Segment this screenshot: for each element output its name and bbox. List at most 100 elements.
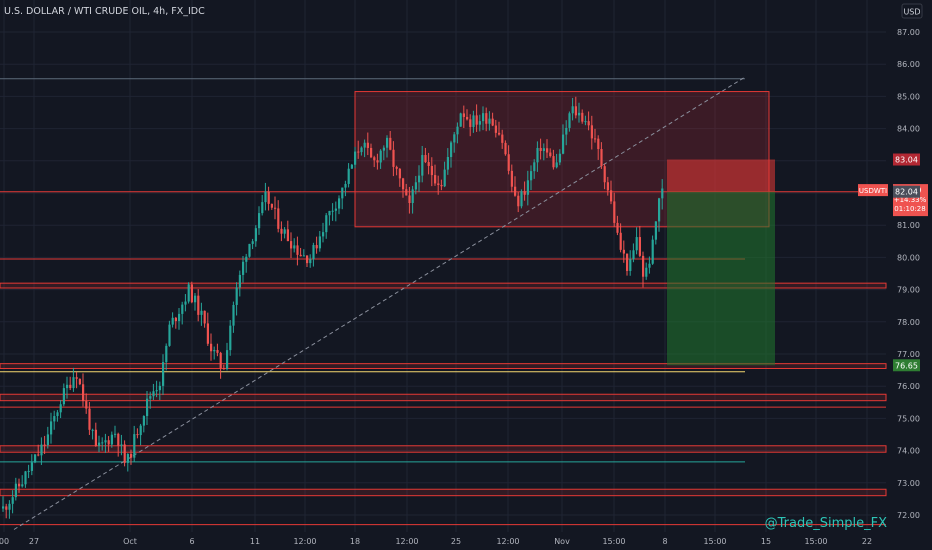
y-tick-label: 78.00 [897, 318, 920, 327]
candle-body [158, 385, 161, 391]
candle-body [267, 191, 270, 204]
candle-body [232, 304, 235, 326]
candle-body [523, 191, 526, 195]
candle-body [651, 239, 654, 264]
candle-body [565, 127, 568, 135]
candle-body [392, 149, 395, 167]
support-resistance-band [0, 363, 887, 369]
candle-body [594, 138, 597, 140]
candle-body [635, 237, 638, 251]
y-tick-label: 81.00 [897, 221, 920, 230]
candle-body [552, 156, 555, 168]
candle-body [302, 255, 305, 257]
target-price-label: 76.65 [895, 361, 918, 370]
candle-body [510, 170, 513, 187]
target-price-label-bg [893, 359, 920, 372]
candle-body [354, 151, 357, 165]
candle-body [34, 454, 37, 463]
candle-body [456, 126, 459, 135]
x-tick-label: 12:00 [395, 537, 418, 546]
candle-body [414, 182, 417, 190]
candle-body [485, 113, 488, 124]
candle-body [238, 274, 241, 288]
candle-body [469, 119, 472, 127]
candle-body [200, 310, 203, 315]
y-tick-label: 72.00 [897, 511, 920, 520]
candle-body [18, 483, 21, 487]
candle-body [235, 287, 238, 305]
countdown-label: 01:10:28 [894, 205, 925, 213]
candle-body [126, 453, 129, 463]
horizontal-levels[interactable] [0, 78, 887, 526]
candle-body [370, 147, 373, 158]
candle-body [315, 245, 318, 249]
candle-body [626, 253, 629, 271]
y-tick-label: 80.00 [897, 253, 920, 262]
last-symbol-label: USDWTI [859, 187, 887, 195]
candle-body [526, 180, 529, 195]
time-axis[interactable]: 00 27 Oct 6 11 12:00 18 12:00 25 12:00 Nov 15:00 8 15… [0, 537, 872, 546]
change-label: +14.33% [894, 196, 927, 204]
candle-body [466, 116, 469, 120]
trade-zones[interactable] [354, 91, 775, 366]
candle-body [507, 154, 510, 171]
x-tick-label: 11 [250, 537, 260, 546]
candle-body [344, 183, 347, 188]
candle-body [382, 147, 385, 151]
x-tick-label: 25 [451, 537, 461, 546]
candle-body [446, 157, 449, 170]
candle-body [482, 113, 485, 122]
candle-body [299, 254, 302, 257]
candle-body [181, 304, 184, 314]
candle-body [581, 112, 584, 122]
support-resistance-band [0, 282, 887, 289]
x-tick-label: Oct [123, 537, 137, 546]
candle-body [331, 210, 334, 212]
watermark: @Trade_Simple_FX [765, 516, 887, 531]
candle-body [398, 168, 401, 179]
price-axis[interactable]: 72.00 73.00 74.00 75.00 76.00 77.00 78.00 79.00… [897, 28, 920, 520]
candle-body [56, 412, 59, 417]
candle-body [245, 256, 248, 262]
candle-body [216, 350, 219, 353]
candle-body [610, 190, 613, 202]
candle-body [488, 118, 491, 124]
candle-body [187, 284, 190, 302]
candle-body [101, 442, 104, 444]
candle-body [197, 295, 200, 315]
candle-body [222, 368, 225, 370]
y-tick-label: 74.00 [897, 447, 920, 456]
candle-body [347, 168, 350, 184]
candle-body [645, 267, 648, 277]
x-tick-label: 15:00 [703, 537, 726, 546]
candle-body [171, 317, 174, 325]
trend-line[interactable] [13, 76, 746, 530]
candle-body [50, 421, 53, 435]
candle-body [350, 164, 353, 169]
candle-body [306, 255, 309, 264]
candle-body [318, 236, 321, 249]
candle-body [568, 113, 571, 128]
currency-button[interactable]: USD [901, 3, 923, 19]
candle-body [104, 440, 107, 443]
candle-body [555, 162, 558, 168]
candle-body [242, 261, 245, 275]
candle-body [648, 263, 651, 268]
candle-body [514, 186, 517, 196]
candle-body [165, 345, 168, 363]
candle-body [277, 208, 280, 229]
candle-body [600, 149, 603, 167]
candle-body [587, 121, 590, 126]
candle-body [149, 396, 152, 399]
candle-body [366, 142, 369, 148]
candle-body [274, 207, 277, 209]
candle-body [430, 165, 433, 176]
candle-body [53, 416, 56, 422]
y-tick-label: 73.00 [897, 479, 920, 488]
x-tick-label: 27 [29, 537, 39, 546]
x-tick-label: 12:00 [293, 537, 316, 546]
candle-body [616, 222, 619, 233]
candle-body [107, 440, 110, 445]
x-tick-label: 8 [662, 537, 667, 546]
